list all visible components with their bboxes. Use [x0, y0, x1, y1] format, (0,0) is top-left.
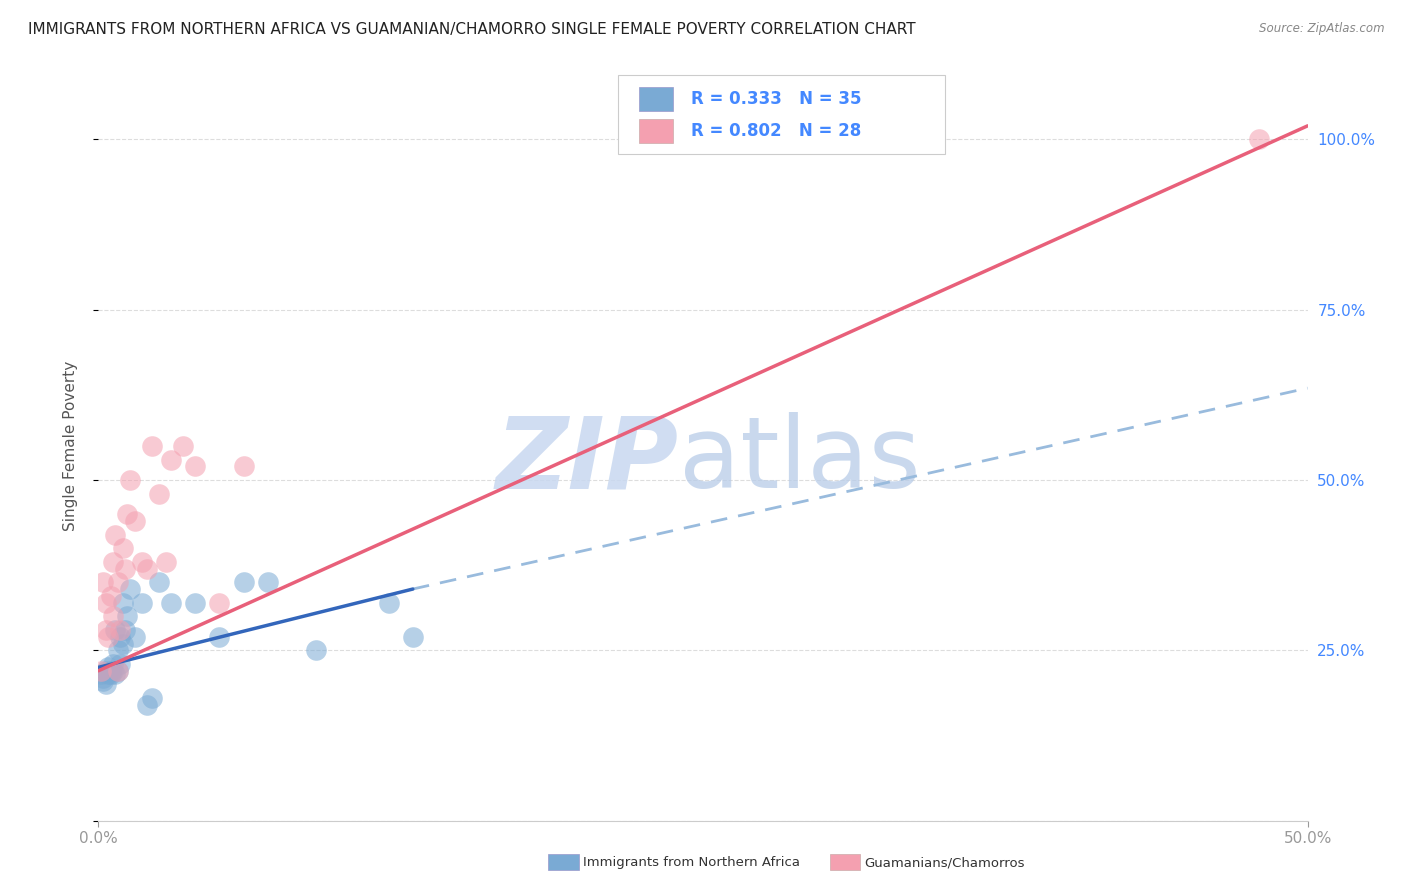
FancyBboxPatch shape	[638, 119, 673, 143]
Point	[118, 473, 141, 487]
Text: Source: ZipAtlas.com: Source: ZipAtlas.com	[1260, 22, 1385, 36]
Point	[148, 486, 170, 500]
Point	[90, 664, 112, 678]
Point	[117, 609, 139, 624]
Point	[184, 596, 207, 610]
Point	[107, 664, 129, 678]
FancyBboxPatch shape	[638, 87, 673, 111]
Point	[1249, 132, 1271, 146]
Point	[184, 459, 207, 474]
Point	[148, 575, 170, 590]
Point	[155, 555, 177, 569]
Text: R = 0.333   N = 35: R = 0.333 N = 35	[690, 90, 862, 108]
Point	[160, 596, 183, 610]
Point	[101, 609, 124, 624]
Point	[305, 643, 328, 657]
Text: ZIP: ZIP	[496, 412, 679, 509]
Point	[94, 623, 117, 637]
Point	[377, 596, 399, 610]
Point	[402, 630, 425, 644]
Point	[104, 667, 127, 681]
Point	[100, 589, 122, 603]
Point	[208, 596, 231, 610]
Point	[107, 575, 129, 590]
Text: Immigrants from Northern Africa: Immigrants from Northern Africa	[583, 856, 800, 869]
Point	[90, 667, 112, 681]
FancyBboxPatch shape	[619, 75, 945, 153]
Point	[101, 657, 124, 671]
Point	[141, 691, 163, 706]
Point	[141, 439, 163, 453]
Point	[107, 664, 129, 678]
Point	[118, 582, 141, 596]
Point	[135, 561, 157, 575]
Point	[111, 636, 134, 650]
Point	[135, 698, 157, 712]
Point	[100, 667, 122, 681]
Point	[124, 630, 146, 644]
Point	[97, 667, 120, 681]
Point	[97, 660, 120, 674]
Point	[91, 671, 114, 685]
Point	[94, 677, 117, 691]
Y-axis label: Single Female Poverty: Single Female Poverty	[63, 361, 77, 531]
Point	[172, 439, 194, 453]
Point	[256, 575, 278, 590]
Point	[124, 514, 146, 528]
Point	[131, 555, 153, 569]
Text: Guamanians/Chamorros: Guamanians/Chamorros	[865, 856, 1025, 869]
Point	[108, 657, 131, 671]
Point	[91, 575, 114, 590]
Point	[232, 575, 254, 590]
Point	[108, 630, 131, 644]
Point	[91, 673, 114, 688]
Text: atlas: atlas	[679, 412, 921, 509]
Point	[101, 555, 124, 569]
Text: IMMIGRANTS FROM NORTHERN AFRICA VS GUAMANIAN/CHAMORRO SINGLE FEMALE POVERTY CORR: IMMIGRANTS FROM NORTHERN AFRICA VS GUAMA…	[28, 22, 915, 37]
Point	[108, 623, 131, 637]
Point	[101, 664, 124, 678]
Point	[94, 664, 117, 678]
Point	[114, 561, 136, 575]
Point	[104, 527, 127, 541]
Text: R = 0.802   N = 28: R = 0.802 N = 28	[690, 122, 860, 140]
Point	[97, 630, 120, 644]
Point	[111, 541, 134, 556]
Point	[160, 452, 183, 467]
Point	[100, 664, 122, 678]
Point	[114, 623, 136, 637]
Point	[111, 596, 134, 610]
Point	[94, 596, 117, 610]
Point	[131, 596, 153, 610]
Point	[117, 507, 139, 521]
Point	[104, 623, 127, 637]
Point	[232, 459, 254, 474]
Point	[208, 630, 231, 644]
Point	[107, 643, 129, 657]
